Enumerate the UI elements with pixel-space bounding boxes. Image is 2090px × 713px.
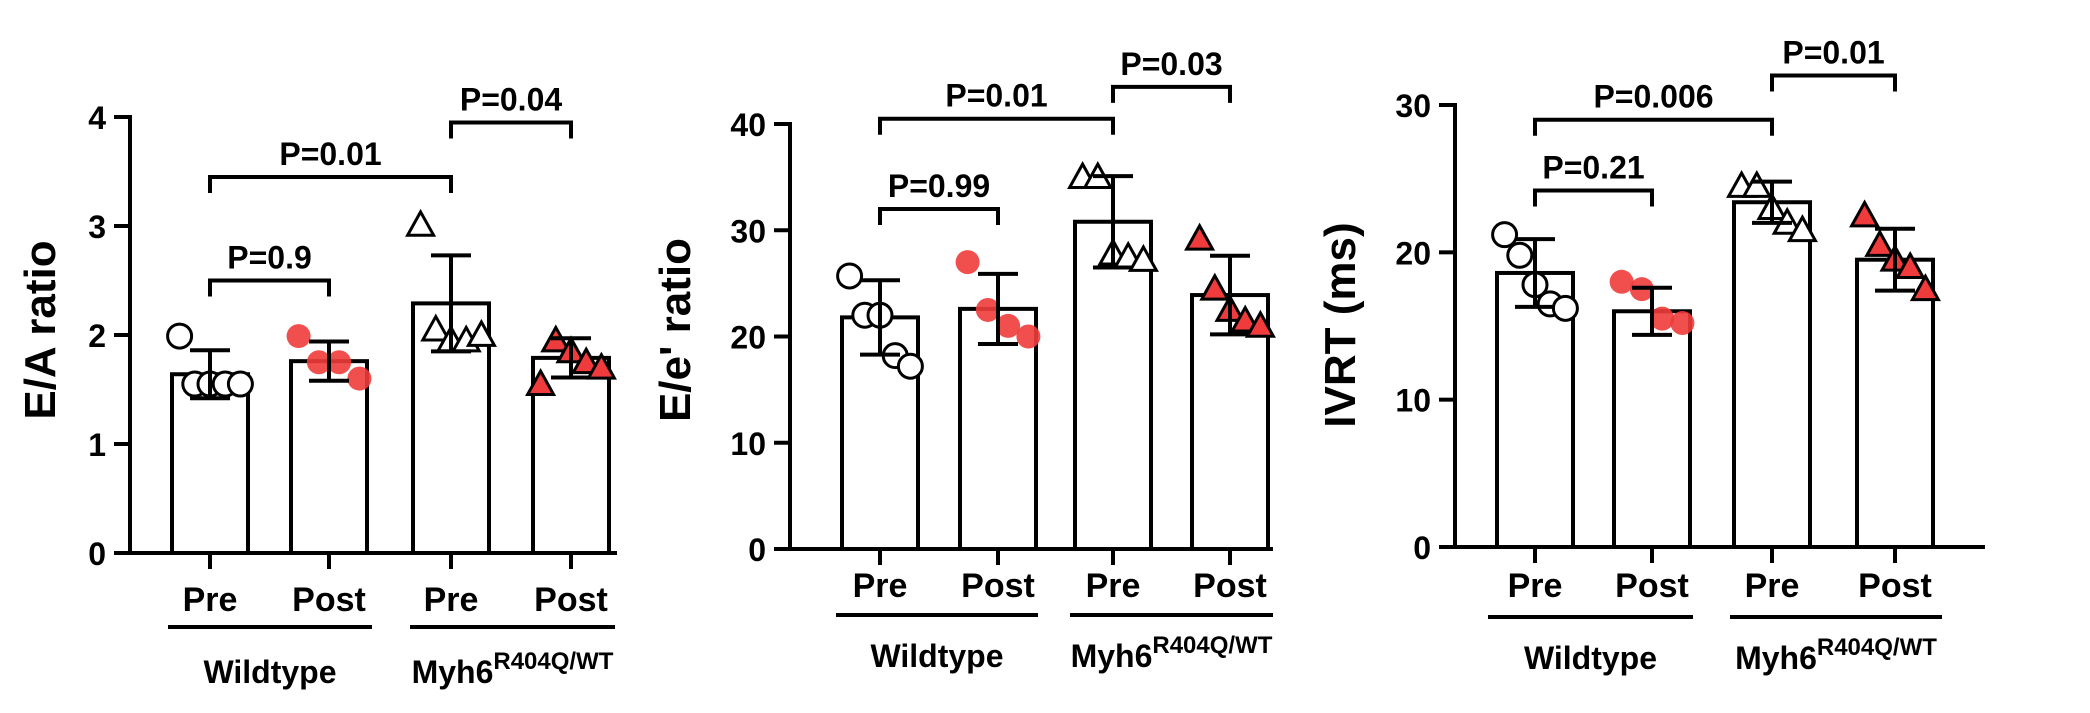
data-point <box>286 324 311 349</box>
data-point <box>166 322 194 350</box>
y-tick-label: 3 <box>88 209 106 245</box>
data-point <box>420 313 452 342</box>
data-point <box>836 262 864 290</box>
y-tick-label: 30 <box>1395 88 1431 124</box>
group-label: Myh6R404Q/WT <box>1735 634 1937 676</box>
data-point <box>1609 269 1634 294</box>
y-tick-label: 20 <box>730 320 766 356</box>
x-tick-label: Post <box>1615 567 1689 605</box>
data-point <box>1864 228 1896 257</box>
significance-bracket <box>878 116 1115 135</box>
data-point <box>1849 199 1881 228</box>
data-point <box>1670 311 1695 336</box>
significance-bracket <box>1111 84 1232 103</box>
y-tick-label: 0 <box>88 536 106 572</box>
data-point <box>1506 241 1534 269</box>
group-label: Wildtype <box>203 654 336 690</box>
x-tick-label: Post <box>1193 567 1267 605</box>
panel-2: 0 10 20 30 40 E/e' ratio Pre Post Pre Post Wildtyp… <box>651 46 1276 674</box>
data-point <box>955 250 980 275</box>
significance-bracket <box>1533 117 1774 136</box>
y-tick-label: 20 <box>1395 235 1431 271</box>
p-value-label: P=0.01 <box>279 136 381 172</box>
p-value-label: P=0.9 <box>227 240 312 276</box>
data-point <box>896 352 924 380</box>
data-point <box>1786 214 1818 243</box>
data-point <box>327 350 352 375</box>
data-point <box>1741 169 1773 198</box>
y-tick-label: 0 <box>1413 530 1431 566</box>
data-point <box>1127 243 1159 272</box>
y-tick-label: 10 <box>1395 383 1431 419</box>
significance-bracket <box>449 120 573 139</box>
data-point <box>570 346 602 375</box>
group-label: Wildtype <box>870 638 1003 674</box>
y-axis-label: E/e' ratio <box>651 238 700 422</box>
y-tick-label: 2 <box>88 318 106 354</box>
significance-bracket <box>878 207 1000 225</box>
p-value-label: P=0.01 <box>945 78 1047 114</box>
data-point <box>1199 272 1231 301</box>
x-tick-label: Pre <box>424 581 479 619</box>
p-value-label: P=0.99 <box>888 168 990 204</box>
x-tick-label: Pre <box>183 581 238 619</box>
p-value-label: P=0.21 <box>1542 149 1644 185</box>
data-point <box>525 367 557 396</box>
data-point <box>1551 294 1579 322</box>
bar <box>1732 200 1812 550</box>
p-value-label: P=0.01 <box>1782 35 1884 71</box>
data-point <box>405 208 437 237</box>
p-value-label: P=0.006 <box>1593 79 1713 115</box>
x-tick-label: Pre <box>1508 567 1563 605</box>
y-tick-label: 10 <box>730 426 766 462</box>
data-point <box>347 366 372 391</box>
group-label: Wildtype <box>1524 640 1657 676</box>
bar <box>170 372 250 555</box>
x-tick-label: Post <box>292 581 366 619</box>
significance-bracket <box>1533 188 1654 207</box>
y-axis-label: IVRT (ms) <box>1316 222 1365 427</box>
data-point <box>1244 309 1276 338</box>
data-point <box>1650 306 1675 331</box>
y-tick-label: 30 <box>730 213 766 249</box>
data-point <box>226 370 254 398</box>
y-axis-label: E/A ratio <box>16 240 65 419</box>
y-tick-label: 1 <box>88 427 106 463</box>
data-point <box>1184 222 1216 251</box>
x-tick-label: Post <box>1858 567 1932 605</box>
group-label: Myh6R404Q/WT <box>412 648 614 690</box>
significance-bracket <box>208 278 331 297</box>
significance-bracket <box>208 174 453 193</box>
bar <box>1855 257 1935 549</box>
panel-1: 0 1 2 3 4 E/A ratio Pre Post Pre Post Wildtype Myh6… <box>16 81 617 690</box>
data-point <box>465 318 497 347</box>
significance-bracket <box>1770 73 1897 92</box>
data-point <box>1909 273 1941 302</box>
x-tick-label: Pre <box>853 567 908 605</box>
y-tick-label: 0 <box>748 532 766 568</box>
x-tick-label: Post <box>534 581 608 619</box>
y-tick-label: 40 <box>730 107 766 143</box>
data-point <box>1491 221 1519 249</box>
data-point <box>1894 250 1926 279</box>
data-point <box>585 351 617 380</box>
p-value-label: P=0.04 <box>460 81 563 117</box>
p-value-label: P=0.03 <box>1120 46 1222 82</box>
data-point <box>1229 304 1261 333</box>
bar <box>1612 309 1692 549</box>
data-point <box>975 297 1000 322</box>
data-point <box>306 350 331 375</box>
panel-3: 0 10 20 30 IVRT (ms) Pre Post Pre Post Wildtype My… <box>1316 35 1985 676</box>
y-tick-label: 4 <box>88 100 106 136</box>
data-point <box>1016 324 1041 349</box>
data-point <box>996 313 1021 338</box>
x-tick-label: Pre <box>1745 567 1800 605</box>
bar <box>958 306 1038 551</box>
group-label: Myh6R404Q/WT <box>1071 632 1273 674</box>
x-tick-label: Pre <box>1086 567 1141 605</box>
x-tick-label: Post <box>961 567 1035 605</box>
